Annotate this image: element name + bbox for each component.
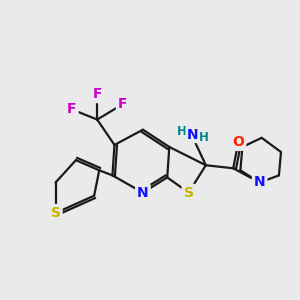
Text: F: F bbox=[118, 97, 127, 111]
Text: S: S bbox=[184, 186, 194, 200]
Text: N: N bbox=[187, 128, 199, 142]
Text: N: N bbox=[254, 176, 266, 190]
Text: H: H bbox=[176, 125, 186, 138]
Text: F: F bbox=[67, 102, 76, 116]
Text: N: N bbox=[137, 186, 149, 200]
Text: H: H bbox=[199, 131, 209, 144]
Text: O: O bbox=[232, 135, 244, 149]
Text: S: S bbox=[51, 206, 61, 220]
Text: F: F bbox=[92, 87, 102, 101]
